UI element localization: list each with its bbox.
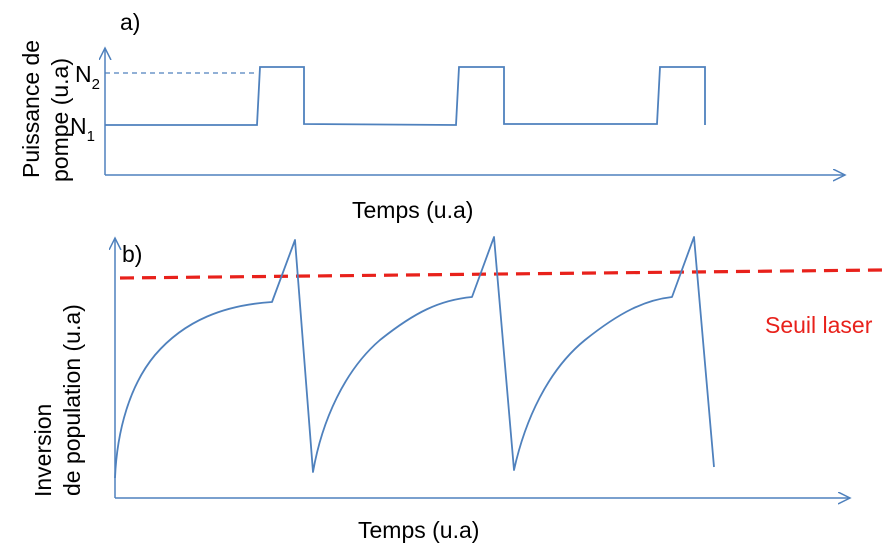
laser-threshold-line [119, 268, 883, 280]
panel-b-y-axis-title-line1: Inversion [30, 404, 56, 497]
panel-b: b) Inversion de population (u.a) Seuil l… [30, 236, 883, 543]
panel-b-y-axis-title-line2: de population (u.a) [59, 304, 85, 496]
panel-a: a) Puissance de pompe (u.a) N2 N1 Temps … [18, 9, 845, 223]
level-n2-label: N2 [75, 61, 100, 93]
pump-power-curve [105, 66, 706, 126]
panel-b-y-axis-title-group-1: Inversion [30, 404, 56, 497]
panel-a-label: a) [120, 9, 140, 35]
level-n1-label: N1 [70, 113, 95, 145]
population-inversion-curve [114, 236, 715, 479]
panel-a-y-axis-title-line1: Puissance de [18, 40, 44, 178]
panel-a-y-axis-title-group-2: pompe (u.a) [47, 58, 73, 182]
panel-b-label: b) [122, 241, 142, 267]
panel-a-y-axis-title: Puissance de [18, 40, 44, 178]
laser-threshold-label: Seuil laser [765, 312, 873, 338]
panel-b-y-axis-title-group-2: de population (u.a) [59, 304, 85, 496]
panel-a-x-axis-title: Temps (u.a) [352, 197, 473, 223]
panel-b-x-axis-title: Temps (u.a) [358, 517, 479, 543]
panel-a-y-axis-title-line2: pompe (u.a) [47, 58, 73, 182]
